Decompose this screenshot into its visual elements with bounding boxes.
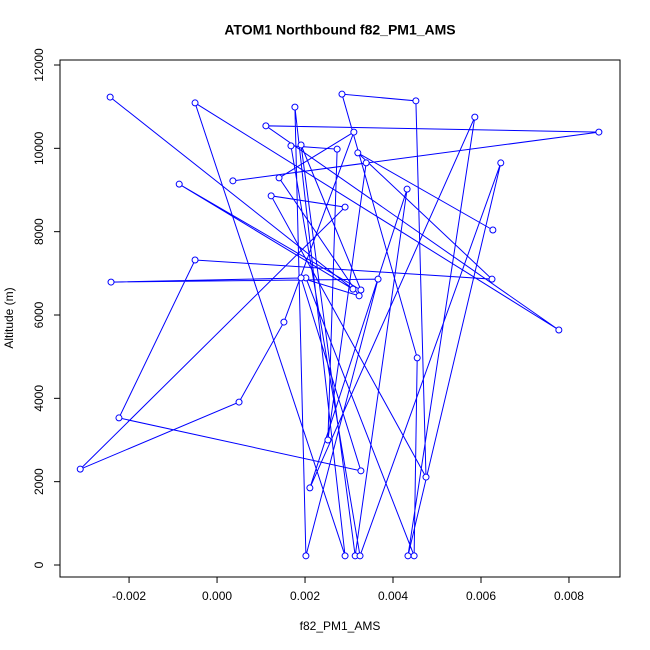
data-point [356, 552, 364, 560]
data-point [338, 90, 346, 98]
x-tick-label: 0.000 [202, 589, 232, 603]
data-point [302, 552, 310, 560]
data-point [324, 436, 332, 444]
data-point [412, 97, 420, 105]
data-point [76, 465, 84, 473]
data-point [280, 318, 288, 326]
data-point [191, 99, 199, 107]
data-point [362, 159, 370, 167]
x-tick-label: 0.008 [554, 589, 584, 603]
data-point [357, 286, 365, 294]
data-point [357, 467, 365, 475]
chart-title: ATOM1 Northbound f82_PM1_AMS [224, 22, 455, 38]
data-point [403, 185, 411, 193]
data-point [333, 145, 341, 153]
data-point [235, 398, 243, 406]
data-point [287, 142, 295, 150]
data-point [191, 256, 199, 264]
data-point [229, 177, 237, 185]
data-point [497, 159, 505, 167]
y-tick-label: 2000 [32, 468, 46, 495]
data-point [107, 278, 115, 286]
data-point [374, 275, 382, 283]
y-tick-label: 10000 [32, 131, 46, 165]
data-point [341, 203, 349, 211]
data-point [410, 552, 418, 560]
data-line [79, 93, 599, 558]
data-point [297, 274, 305, 282]
data-point [106, 93, 114, 101]
data-point [267, 192, 275, 200]
data-point [488, 275, 496, 283]
x-tick-label: -0.002 [112, 589, 146, 603]
data-point [354, 149, 362, 157]
data-point [262, 122, 270, 130]
data-point [115, 414, 123, 422]
x-tick-label: 0.002 [290, 589, 320, 603]
y-tick-label: 4000 [32, 385, 46, 412]
data-point [355, 292, 363, 300]
y-tick-label: 6000 [32, 301, 46, 328]
data-point [341, 552, 349, 560]
y-axis-label: Altitude (m) [2, 287, 16, 348]
data-point [489, 226, 497, 234]
plot-frame [59, 59, 621, 578]
data-point [306, 484, 314, 492]
y-tick-label: 12000 [32, 48, 46, 82]
x-tick-label: 0.006 [466, 589, 496, 603]
data-point [275, 174, 283, 182]
data-point [595, 128, 603, 136]
data-point [291, 103, 299, 111]
data-point [422, 473, 430, 481]
data-point [175, 180, 183, 188]
data-point [413, 354, 421, 362]
data-point [471, 113, 479, 121]
data-point [350, 128, 358, 136]
x-axis-label: f82_PM1_AMS [300, 619, 381, 633]
x-tick-label: 0.004 [378, 589, 408, 603]
data-point [555, 326, 563, 334]
data-point [297, 141, 305, 149]
data-point [404, 552, 412, 560]
y-tick-label: 0 [32, 561, 46, 568]
y-tick-label: 8000 [32, 218, 46, 245]
data-point [349, 285, 357, 293]
